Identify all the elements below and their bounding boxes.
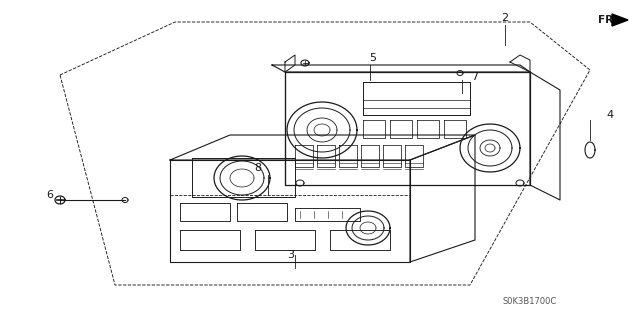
Polygon shape	[612, 14, 628, 26]
Text: 2: 2	[501, 13, 509, 23]
Text: 6: 6	[47, 190, 54, 200]
Text: 4: 4	[607, 110, 614, 120]
Text: 3: 3	[287, 250, 294, 260]
Text: 8: 8	[255, 163, 262, 173]
Text: S0K3B1700C: S0K3B1700C	[503, 298, 557, 307]
Text: FR.: FR.	[598, 15, 618, 25]
Text: 5: 5	[369, 53, 376, 63]
Text: 7: 7	[472, 72, 479, 82]
